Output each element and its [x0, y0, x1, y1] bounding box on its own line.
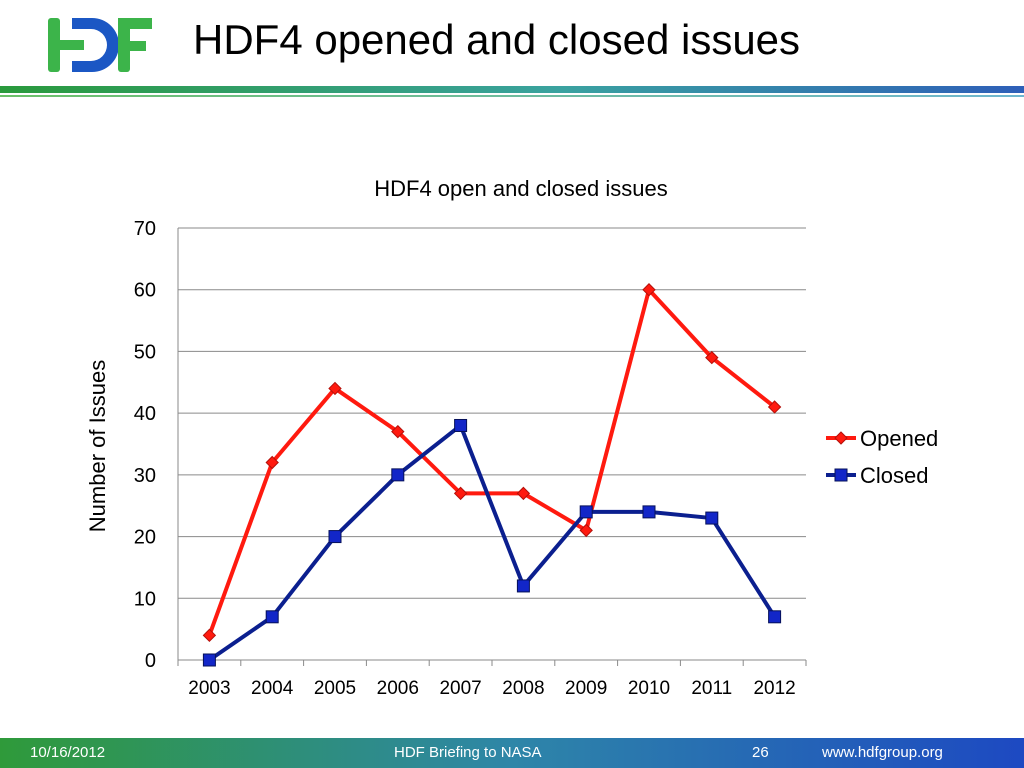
legend-label-opened: Opened	[860, 426, 938, 451]
y-tick-label: 70	[134, 218, 156, 240]
y-tick-label: 50	[134, 341, 156, 363]
legend-label-closed: Closed	[860, 463, 928, 488]
y-tick-label: 20	[134, 527, 156, 549]
y-axis-label: Number of Issues	[85, 360, 110, 532]
y-tick-label: 0	[145, 650, 156, 672]
issues-line-chart: HDF4 open and closed issues 0 10 20 30 40 50 60…	[0, 160, 1024, 720]
y-tick-label: 10	[134, 588, 156, 610]
x-tick-label: 2006	[377, 678, 419, 699]
footer-bar: 10/16/2012 HDF Briefing to NASA 26 www.h…	[0, 738, 1024, 768]
x-tick-label: 2007	[439, 678, 481, 699]
closed-point	[202, 653, 216, 667]
x-tick-label: 2005	[314, 678, 356, 699]
chart-svg: HDF4 open and closed issues 0 10 20 30 40 50 60…	[85, 176, 938, 699]
closed-point	[391, 468, 405, 482]
hdf-logo	[46, 14, 156, 76]
closed-point	[768, 610, 782, 624]
opened-point	[453, 486, 468, 501]
closed-point	[265, 610, 279, 624]
opened-point	[705, 350, 719, 365]
x-tick-label: 2010	[628, 678, 670, 699]
x-tick-label: 2004	[251, 678, 294, 699]
title-divider	[0, 86, 1024, 93]
x-tick-label: 2011	[691, 678, 732, 699]
legend-marker-opened	[834, 431, 848, 445]
opened-point	[767, 400, 782, 414]
closed-point	[516, 579, 530, 593]
footer-center-text: HDF Briefing to NASA	[394, 744, 542, 761]
closed-point	[642, 505, 656, 519]
opened-point	[642, 283, 656, 297]
opened-point	[265, 455, 279, 470]
x-tick-label: 2003	[188, 678, 230, 699]
closed-point	[579, 505, 593, 519]
title-divider-thin	[0, 95, 1024, 97]
footer-page-number: 26	[752, 744, 769, 761]
opened-point	[391, 424, 405, 439]
opened-point	[202, 628, 217, 643]
y-tick-label: 40	[134, 403, 156, 425]
closed-point	[454, 418, 468, 432]
chart-title: HDF4 open and closed issues	[374, 176, 668, 201]
x-tick-label: 2009	[565, 678, 607, 699]
opened-point	[516, 486, 531, 501]
closed-point	[328, 530, 342, 544]
series-line-opened	[207, 287, 776, 636]
x-tick-label: 2012	[753, 678, 795, 699]
footer-date: 10/16/2012	[30, 744, 106, 761]
opened-point	[579, 523, 593, 538]
series-line-closed	[208, 423, 777, 662]
y-tick-label: 30	[134, 465, 156, 487]
legend-marker-closed	[834, 468, 848, 482]
closed-point	[705, 511, 719, 525]
slide-title: HDF4 opened and closed issues	[193, 16, 801, 63]
opened-point	[328, 381, 342, 396]
x-tick-label: 2008	[502, 678, 544, 699]
footer-url: www.hdfgroup.org	[822, 744, 943, 761]
y-tick-label: 60	[134, 280, 156, 302]
